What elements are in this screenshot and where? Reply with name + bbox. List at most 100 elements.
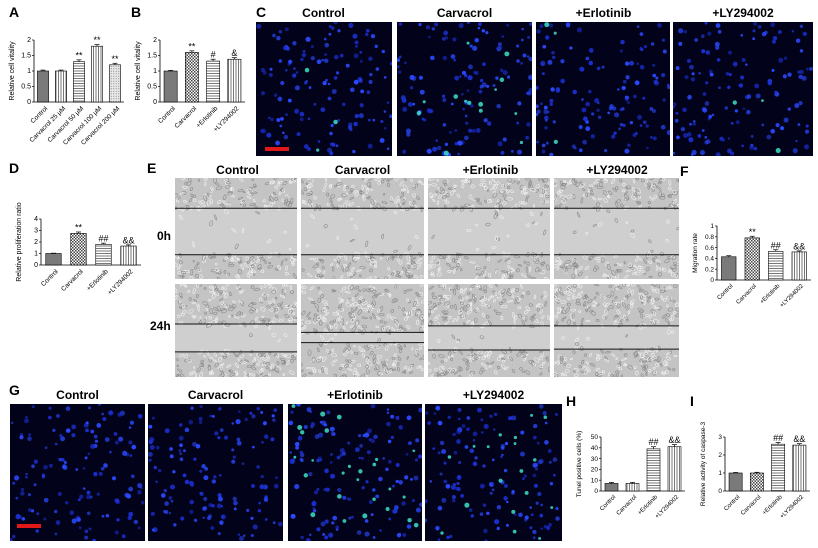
y-tick-label-H-3: 30 xyxy=(591,456,599,463)
x-tick-label-F-0: Control xyxy=(717,283,735,301)
significance-H-3: && xyxy=(668,435,680,445)
significance-A-4: ** xyxy=(111,54,119,64)
y-tick-label-B-1: 0.5 xyxy=(147,84,157,91)
chart-i-caspase: 0 1 2 3 Relative activity of caspase-3 Contro… xyxy=(700,422,810,520)
panel-c-title-erlotinib: +Erlotinib xyxy=(575,6,632,20)
panel-g-image-erlotinib xyxy=(288,404,422,541)
bar-B-2 xyxy=(206,60,221,103)
y-tick-label-D-1: 1 xyxy=(34,251,38,258)
panel-g-title-control: Control xyxy=(56,388,99,402)
significance-F-1: ** xyxy=(749,227,757,237)
panel-letter-i: I xyxy=(690,393,694,409)
x-tick-label-H-0: Control xyxy=(599,494,617,512)
y-tick-label-B-4: 2 xyxy=(153,37,157,44)
significance-D-3: && xyxy=(122,235,134,245)
panel-e-title-control: Control xyxy=(216,163,259,177)
panel-e-image-control-24h xyxy=(175,284,297,377)
x-tick-label-D-2: +Erlotinib xyxy=(86,268,111,293)
x-tick-label-I-0: Control xyxy=(723,494,741,512)
panel-c-title-ly294002: +LY294002 xyxy=(712,6,774,20)
significance-F-3: && xyxy=(793,241,805,251)
significance-A-2: ** xyxy=(75,50,83,60)
x-tick-label-B-0: Control xyxy=(157,105,177,125)
panel-c-image-control xyxy=(256,22,392,156)
x-tick-label-I-3: +LY294002 xyxy=(779,494,805,520)
y-tick-label-I-0: 0 xyxy=(718,488,722,495)
bar-I-1 xyxy=(749,472,764,492)
panel-letter-f: F xyxy=(680,163,689,179)
y-tick-label-H-2: 20 xyxy=(591,467,599,474)
y-tick-label-D-0: 0 xyxy=(34,262,38,269)
x-tick-label-I-1: Carvacrol xyxy=(740,494,762,516)
y-tick-label-I-3: 3 xyxy=(718,434,722,441)
y-tick-label-B-2: 1 xyxy=(153,68,157,75)
y-tick-label-F-4: 0.8 xyxy=(705,234,714,241)
panel-g-image-ly294002 xyxy=(425,404,562,541)
y-tick-label-D-2: 2 xyxy=(34,239,38,246)
panel-e-image-control-0h xyxy=(175,178,297,279)
significance-D-2: ## xyxy=(98,234,108,244)
significance-B-3: & xyxy=(231,48,237,58)
panel-c-title-carvacrol: Carvacrol xyxy=(436,6,493,20)
panel-e-title-ly294002: +LY294002 xyxy=(586,163,648,177)
panel-g-scale-bar xyxy=(17,524,41,528)
panel-c-image-erlotinib xyxy=(536,22,670,156)
panel-letter-e: E xyxy=(147,160,157,176)
y-tick-label-D-3: 3 xyxy=(34,228,38,235)
x-tick-label-D-1: Carvacrol xyxy=(60,268,85,293)
y-tick-label-A-1: 0.5 xyxy=(21,84,31,91)
chart-b-cell-vitality: 0 0.5 1 1.5 2 Relative cell vitality Control **… xyxy=(135,37,245,134)
bar-I-0 xyxy=(728,472,743,492)
y-tick-label-A-2: 1 xyxy=(27,68,31,75)
bar-H-2 xyxy=(646,448,661,492)
y-tick-label-F-2: 0.4 xyxy=(705,256,714,263)
significance-B-2: # xyxy=(211,50,216,60)
panel-e-image-erlotinib-0h xyxy=(428,178,550,279)
panel-e-title-carvacrol: Carvacrol xyxy=(334,163,391,177)
bar-D-0 xyxy=(45,253,62,266)
bar-B-0 xyxy=(163,70,178,103)
chart-d-proliferation: 0 1 2 3 4 Relative proliferation ratio Control… xyxy=(16,202,141,297)
significance-I-3: && xyxy=(793,434,805,444)
y-tick-label-H-5: 50 xyxy=(591,434,599,441)
x-tick-label-H-1: Carvacrol xyxy=(616,494,638,516)
y-tick-label-A-0: 0 xyxy=(27,99,31,106)
panel-c-title-control: Control xyxy=(302,6,345,20)
y-axis-label-F: Migration rate xyxy=(692,233,699,273)
panel-g-title-carvacrol: Carvacrol xyxy=(187,388,244,402)
bar-F-0 xyxy=(721,256,737,281)
y-axis-label-D: Relative proliferation ratio xyxy=(16,202,23,281)
panel-e-image-carvacrol-0h xyxy=(301,178,424,279)
bar-B-3 xyxy=(227,58,242,103)
x-tick-label-D-0: Control xyxy=(40,268,60,288)
bar-H-1 xyxy=(625,483,640,492)
significance-I-2: ## xyxy=(773,433,783,443)
panel-letter-g: G xyxy=(9,382,20,398)
y-tick-label-I-2: 2 xyxy=(718,452,722,459)
bar-A-4 xyxy=(109,64,121,103)
significance-H-2: ## xyxy=(648,437,658,447)
y-axis-label-A: Relative cell vitality xyxy=(9,41,16,101)
panel-g-image-carvacrol xyxy=(148,404,283,541)
y-tick-label-F-1: 0.2 xyxy=(705,266,714,273)
significance-F-2: ## xyxy=(771,240,781,250)
panel-c-scale-bar xyxy=(265,147,289,151)
panel-e-title-erlotinib: +Erlotinib xyxy=(462,163,519,177)
panel-letter-b: B xyxy=(131,4,142,20)
panel-e-image-ly294002-24h xyxy=(554,284,679,377)
x-tick-label-F-1: Carvacrol xyxy=(736,283,758,305)
x-tick-label-F-3: +LY294002 xyxy=(779,283,805,309)
y-tick-label-H-4: 40 xyxy=(591,445,599,452)
y-tick-label-F-5: 1 xyxy=(710,223,714,230)
y-tick-label-D-4: 4 xyxy=(34,216,38,223)
panel-e-image-carvacrol-24h xyxy=(301,284,424,377)
chart-f-migration: 0 0.2 0.4 0.6 0.8 1 Migration rate Control ** Car… xyxy=(692,223,811,309)
bar-I-3 xyxy=(792,444,807,492)
bar-B-1 xyxy=(184,52,199,103)
x-tick-label-D-3: +LY294002 xyxy=(106,268,135,297)
panel-c-image-ly294002 xyxy=(673,22,813,156)
panel-letter-d: D xyxy=(9,160,20,176)
y-tick-label-A-3: 1.5 xyxy=(21,53,31,60)
panel-g-image-control xyxy=(10,404,145,541)
